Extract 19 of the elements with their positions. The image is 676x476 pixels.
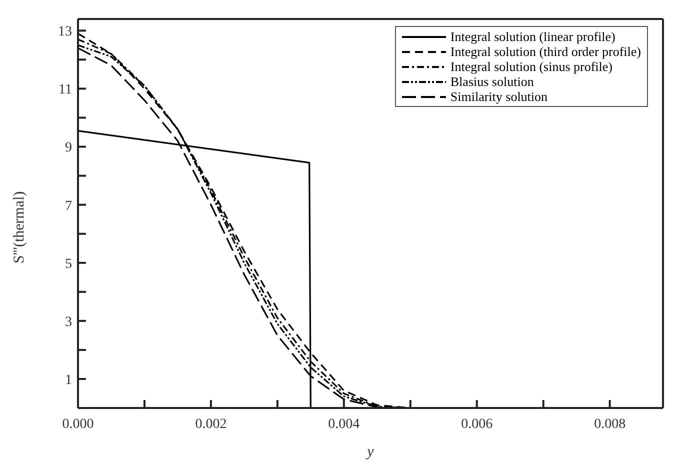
y-tick-label: 9 [65,140,72,156]
y-tick-label: 1 [65,372,72,388]
y-tick-label: 13 [58,24,72,40]
legend-label: Integral solution (linear profile) [450,29,616,44]
legend-label: Blasius solution [450,74,534,89]
legend-label: Integral solution (third order profile) [450,44,641,59]
x-axis-title: y [365,444,374,460]
y-axis-title: S'''(thermal) [11,191,28,264]
x-tick-label: 0.000 [62,416,94,432]
y-tick-label: 3 [65,314,72,330]
legend-label: Integral solution (sinus profile) [450,59,612,74]
legend-label: Similarity solution [450,89,548,104]
x-tick-label: 0.008 [594,416,626,432]
y-tick-label: 11 [58,82,72,98]
x-tick-label: 0.002 [195,416,227,432]
y-tick-label: 7 [65,198,72,214]
x-tick-label: 0.004 [328,416,360,432]
x-tick-label: 0.006 [461,416,493,432]
y-tick-label: 5 [65,256,72,272]
